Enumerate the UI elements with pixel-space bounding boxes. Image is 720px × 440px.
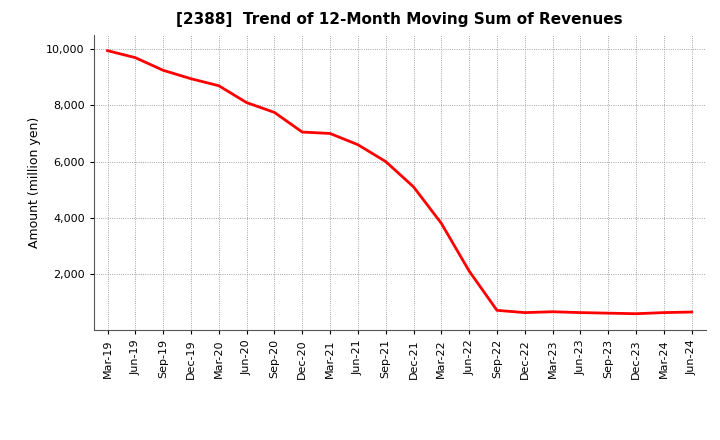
- Y-axis label: Amount (million yen): Amount (million yen): [27, 117, 40, 248]
- Title: [2388]  Trend of 12-Month Moving Sum of Revenues: [2388] Trend of 12-Month Moving Sum of R…: [176, 12, 623, 27]
